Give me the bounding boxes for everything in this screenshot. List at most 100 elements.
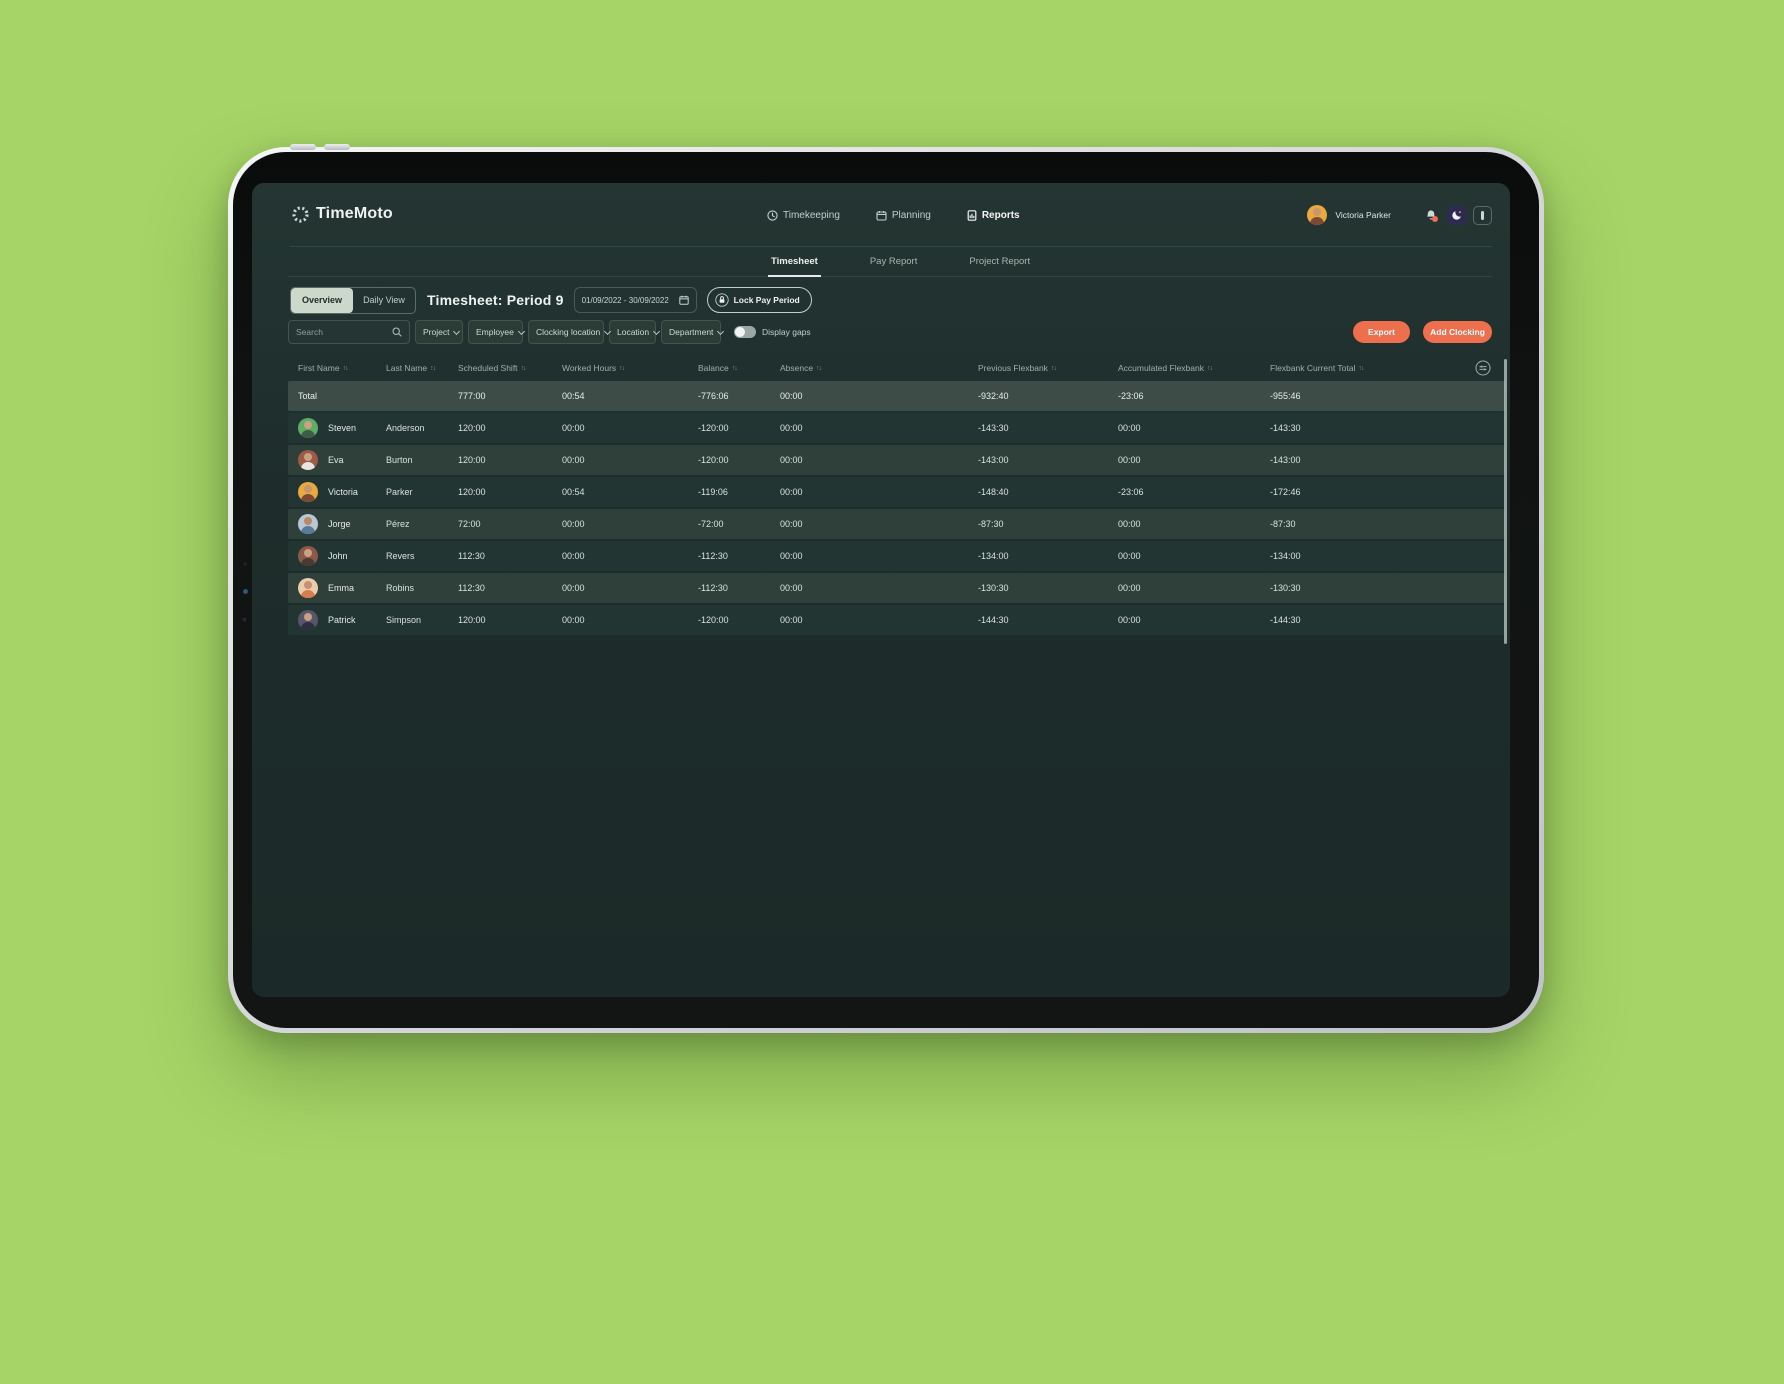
table-row[interactable]: John Revers 112:30 00:00 -112:30 00:00 -… xyxy=(288,541,1505,571)
absence-cell: 00:00 xyxy=(780,551,803,561)
column-header-flexbank-current-total[interactable]: Flexbank Current Total ↑↓ xyxy=(1270,363,1428,373)
user-avatar[interactable] xyxy=(1307,205,1328,225)
last-name: Anderson xyxy=(386,423,425,433)
column-header-first-name[interactable]: First Name ↑↓ xyxy=(288,363,386,373)
app-logo[interactable]: TimeMoto xyxy=(292,205,393,223)
nav-item-planning[interactable]: Planning xyxy=(876,210,931,221)
accumulated-flexbank-cell: 00:00 xyxy=(1118,615,1141,625)
more-options-button[interactable] xyxy=(1473,205,1492,225)
previous-flexbank-cell: -87:30 xyxy=(978,519,1004,529)
accumulated-flexbank-cell: 00:00 xyxy=(1118,519,1141,529)
nav-item-label: Timekeeping xyxy=(783,209,840,221)
column-header-previous-flexbank[interactable]: Previous Flexbank ↑↓ xyxy=(978,363,1118,373)
table-scrollbar[interactable] xyxy=(1504,359,1507,644)
table-row[interactable]: Eva Burton 120:00 00:00 -120:00 00:00 -1… xyxy=(288,445,1505,475)
filter-bar: Project Employee Clocking location Locat… xyxy=(288,320,1492,344)
worked-hours-cell: 00:00 xyxy=(562,455,585,465)
absence-cell: 00:00 xyxy=(780,519,803,529)
column-header-label: Absence xyxy=(780,363,814,373)
timesheet-table: First Name ↑↓ Last Name ↑↓ Scheduled Shift ↑↓… xyxy=(288,355,1505,637)
location-filter-dropdown[interactable]: Location xyxy=(609,320,661,344)
employee-filter-dropdown[interactable]: Employee xyxy=(468,320,525,344)
dropdown-label: Project xyxy=(423,327,450,337)
department-filter-dropdown[interactable]: Department xyxy=(661,320,725,344)
page-title: Timesheet: Period 9 xyxy=(427,292,564,308)
balance-cell: -112:30 xyxy=(698,583,728,593)
total-balance: -776:06 xyxy=(698,391,729,401)
first-name: Jorge xyxy=(328,519,351,529)
table-row[interactable]: Victoria Parker 120:00 00:54 -119:06 00:… xyxy=(288,477,1505,507)
column-header-accumulated-flexbank[interactable]: Accumulated Flexbank ↑↓ xyxy=(1118,363,1270,373)
avatar xyxy=(298,578,318,598)
nav-item-timekeeping[interactable]: Timekeeping xyxy=(767,210,840,221)
clocking-location-filter-dropdown[interactable]: Clocking location xyxy=(528,320,612,344)
calendar-icon xyxy=(678,295,689,305)
display-gaps-toggle[interactable] xyxy=(734,326,756,338)
absence-cell: 00:00 xyxy=(780,615,803,625)
tab-project-report[interactable]: Project Report xyxy=(969,255,1031,267)
volume-up-button xyxy=(290,144,316,150)
worked-hours-cell: 00:00 xyxy=(562,583,585,593)
chevron-down-icon xyxy=(653,327,661,335)
scheduled-shift-cell: 112:30 xyxy=(458,583,485,593)
sort-icon: ↑↓ xyxy=(816,364,822,372)
search-input[interactable] xyxy=(296,327,387,337)
table-body: Steven Anderson 120:00 00:00 -120:00 00:… xyxy=(288,413,1505,635)
column-header-balance[interactable]: Balance ↑↓ xyxy=(698,363,780,373)
first-name: Eva xyxy=(328,455,344,465)
nav-item-reports[interactable]: Reports xyxy=(967,210,1020,221)
balance-cell: -112:30 xyxy=(698,551,728,561)
notifications-button[interactable] xyxy=(1421,206,1440,225)
report-tabs: Timesheet Pay Report Project Report xyxy=(252,247,1510,277)
absence-cell: 00:00 xyxy=(780,583,803,593)
timemoto-logo-icon xyxy=(292,205,309,223)
total-label: Total xyxy=(298,391,318,401)
accumulated-flexbank-cell: 00:00 xyxy=(1118,455,1141,465)
sort-icon: ↑↓ xyxy=(731,364,738,372)
dark-mode-toggle[interactable] xyxy=(1447,205,1466,225)
date-range-picker[interactable]: 01/09/2022 - 30/09/2022 xyxy=(573,287,697,313)
column-header-scheduled-shift[interactable]: Scheduled Shift ↑↓ xyxy=(458,363,562,373)
tab-pay-report[interactable]: Pay Report xyxy=(869,255,918,267)
sort-icon: ↑↓ xyxy=(1050,364,1057,372)
user-name[interactable]: Victoria Parker xyxy=(1335,210,1391,220)
display-gaps-control: Display gaps xyxy=(734,326,811,338)
lock-pay-period-button[interactable]: Lock Pay Period xyxy=(706,287,812,313)
balance-cell: -120:00 xyxy=(698,615,729,625)
project-filter-dropdown[interactable]: Project xyxy=(415,320,463,344)
table-row[interactable]: Patrick Simpson 120:00 00:00 -120:00 00:… xyxy=(288,605,1505,635)
column-settings-button[interactable] xyxy=(1428,360,1505,376)
main-nav: Timekeeping Planning xyxy=(767,183,1020,247)
column-header-label: Balance xyxy=(698,363,729,373)
table-row[interactable]: Jorge Pérez 72:00 00:00 -72:00 00:00 -87… xyxy=(288,509,1505,539)
notification-badge xyxy=(1432,215,1438,222)
export-button[interactable]: Export xyxy=(1353,321,1410,343)
table-row[interactable]: Emma Robins 112:30 00:00 -112:30 00:00 -… xyxy=(288,573,1505,603)
scheduled-shift-cell: 72:00 xyxy=(458,519,481,529)
employee-cell: Jorge xyxy=(288,514,386,534)
avatar xyxy=(298,546,318,566)
scheduled-shift-cell: 120:00 xyxy=(458,423,486,433)
chevron-down-icon xyxy=(517,327,525,335)
first-name: Victoria xyxy=(328,487,358,497)
avatar xyxy=(298,450,318,470)
column-header-absence[interactable]: Absence ↑↓ xyxy=(780,363,978,373)
bell-icon xyxy=(1426,210,1435,220)
tab-timesheet[interactable]: Timesheet xyxy=(768,247,821,277)
view-option-overview[interactable]: Overview xyxy=(291,287,353,313)
total-absence: 00:00 xyxy=(780,391,803,401)
column-header-last-name[interactable]: Last Name ↑↓ xyxy=(386,363,458,373)
sensor-dot xyxy=(243,589,248,594)
lock-icon xyxy=(714,293,729,307)
column-header-label: Last Name xyxy=(386,363,428,373)
tablet-device: TimeMoto Timekeeping xyxy=(228,144,1544,1033)
add-clocking-button[interactable]: Add Clocking xyxy=(1423,321,1492,343)
column-header-worked-hours[interactable]: Worked Hours ↑↓ xyxy=(562,363,698,373)
absence-cell: 00:00 xyxy=(780,423,803,433)
table-row[interactable]: Steven Anderson 120:00 00:00 -120:00 00:… xyxy=(288,413,1505,443)
sort-icon: ↑↓ xyxy=(1358,364,1364,372)
moon-icon xyxy=(1451,211,1461,220)
view-option-daily[interactable]: Daily View xyxy=(363,295,405,305)
dropdown-label: Clocking location xyxy=(536,327,601,337)
column-header-label: Flexbank Current Total xyxy=(1270,363,1356,373)
